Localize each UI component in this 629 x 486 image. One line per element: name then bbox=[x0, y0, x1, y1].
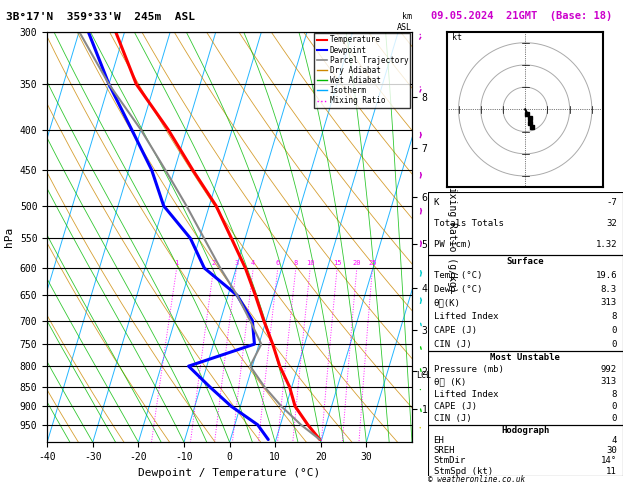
Text: SREH: SREH bbox=[433, 446, 455, 455]
Y-axis label: Mixing Ratio (g/kg): Mixing Ratio (g/kg) bbox=[447, 181, 457, 293]
Text: kt: kt bbox=[452, 34, 462, 42]
Text: 0: 0 bbox=[611, 340, 617, 349]
Text: Most Unstable: Most Unstable bbox=[490, 353, 560, 362]
Text: © weatheronline.co.uk: © weatheronline.co.uk bbox=[428, 475, 525, 484]
Text: 11: 11 bbox=[606, 467, 617, 476]
Text: 4: 4 bbox=[251, 260, 255, 266]
Text: 15: 15 bbox=[333, 260, 342, 266]
Text: Lifted Index: Lifted Index bbox=[433, 312, 498, 321]
Text: 09.05.2024  21GMT  (Base: 18): 09.05.2024 21GMT (Base: 18) bbox=[431, 11, 612, 21]
Text: 0: 0 bbox=[611, 402, 617, 411]
Text: 8.3: 8.3 bbox=[601, 284, 617, 294]
Text: Dewp (°C): Dewp (°C) bbox=[433, 284, 482, 294]
Text: 992: 992 bbox=[601, 365, 617, 374]
Text: EH: EH bbox=[433, 436, 444, 445]
Text: 4: 4 bbox=[611, 436, 617, 445]
Text: Temp (°C): Temp (°C) bbox=[433, 271, 482, 280]
Text: km
ASL: km ASL bbox=[397, 12, 412, 32]
Y-axis label: hPa: hPa bbox=[4, 227, 14, 247]
Text: CIN (J): CIN (J) bbox=[433, 415, 471, 423]
Text: Lifted Index: Lifted Index bbox=[433, 390, 498, 399]
Text: K: K bbox=[433, 198, 439, 207]
Text: PW (cm): PW (cm) bbox=[433, 240, 471, 249]
Text: 2: 2 bbox=[211, 260, 216, 266]
Text: CAPE (J): CAPE (J) bbox=[433, 402, 477, 411]
Text: 30: 30 bbox=[606, 446, 617, 455]
Text: 32: 32 bbox=[606, 219, 617, 228]
Text: Surface: Surface bbox=[506, 257, 544, 266]
Text: 1.32: 1.32 bbox=[596, 240, 617, 249]
Text: 313: 313 bbox=[601, 378, 617, 386]
Text: 19.6: 19.6 bbox=[596, 271, 617, 280]
Text: 20: 20 bbox=[353, 260, 361, 266]
Text: θᴇ (K): θᴇ (K) bbox=[433, 378, 466, 386]
Text: 0: 0 bbox=[611, 326, 617, 335]
Text: θᴇ(K): θᴇ(K) bbox=[433, 298, 460, 307]
Text: CAPE (J): CAPE (J) bbox=[433, 326, 477, 335]
Text: Hodograph: Hodograph bbox=[501, 426, 549, 434]
Text: Totals Totals: Totals Totals bbox=[433, 219, 503, 228]
X-axis label: Dewpoint / Temperature (°C): Dewpoint / Temperature (°C) bbox=[138, 468, 321, 478]
Text: 6: 6 bbox=[276, 260, 280, 266]
Text: 10: 10 bbox=[306, 260, 314, 266]
Text: 8: 8 bbox=[294, 260, 298, 266]
Text: Pressure (mb): Pressure (mb) bbox=[433, 365, 503, 374]
Text: 14°: 14° bbox=[601, 456, 617, 466]
Text: 1: 1 bbox=[175, 260, 179, 266]
Text: LCL: LCL bbox=[416, 371, 431, 381]
Text: 313: 313 bbox=[601, 298, 617, 307]
Text: CIN (J): CIN (J) bbox=[433, 340, 471, 349]
Text: 25: 25 bbox=[368, 260, 377, 266]
Text: StmSpd (kt): StmSpd (kt) bbox=[433, 467, 493, 476]
Text: 3: 3 bbox=[235, 260, 238, 266]
Text: 8: 8 bbox=[611, 312, 617, 321]
Text: 8: 8 bbox=[611, 390, 617, 399]
Legend: Temperature, Dewpoint, Parcel Trajectory, Dry Adiabat, Wet Adiabat, Isotherm, Mi: Temperature, Dewpoint, Parcel Trajectory… bbox=[314, 33, 411, 107]
Text: 3B°17'N  359°33'W  245m  ASL: 3B°17'N 359°33'W 245m ASL bbox=[6, 12, 195, 22]
Text: -7: -7 bbox=[606, 198, 617, 207]
Text: 0: 0 bbox=[611, 415, 617, 423]
Text: StmDir: StmDir bbox=[433, 456, 466, 466]
